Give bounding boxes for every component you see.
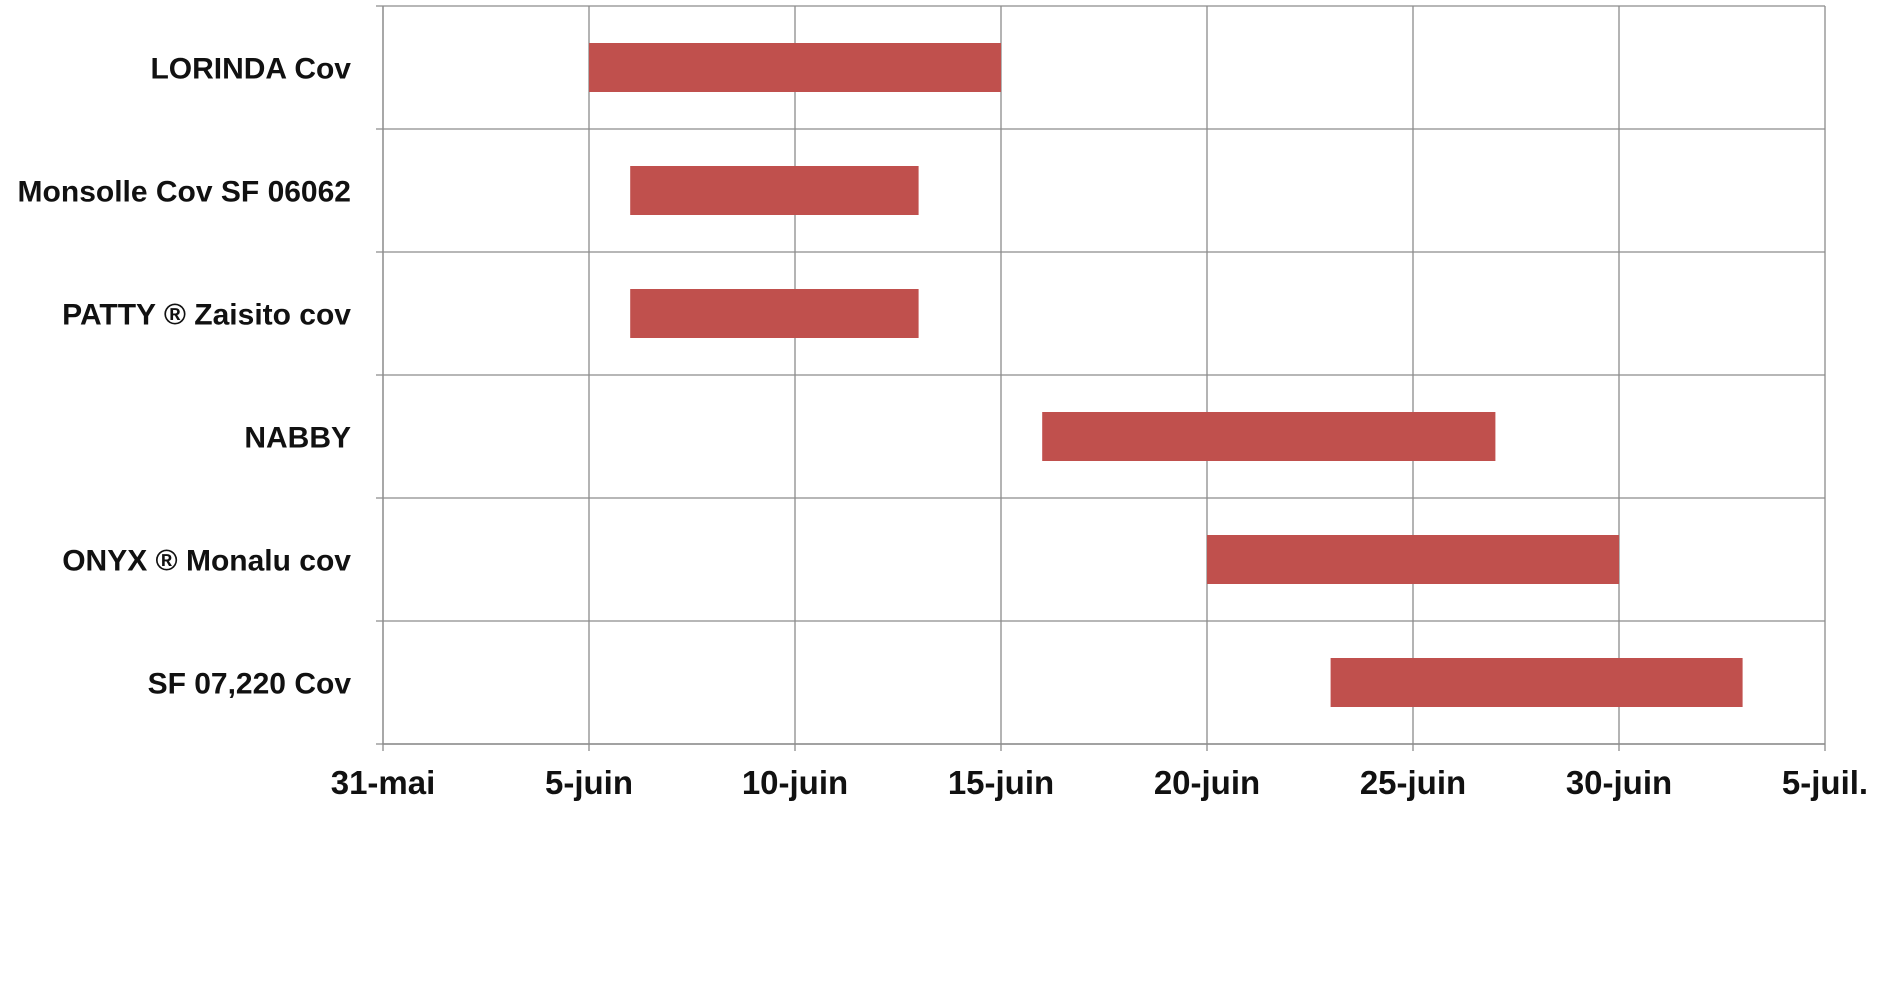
bar-layer: [589, 43, 1743, 707]
grid-layer: [376, 5, 1826, 745]
x-tick-label: 10-juin: [742, 764, 848, 801]
x-tick-label: 15-juin: [948, 764, 1054, 801]
range-bar: [1330, 658, 1743, 707]
category-label: NABBY: [244, 422, 351, 455]
range-bar: [589, 43, 1001, 92]
category-label: LORINDA Cov: [150, 53, 351, 86]
x-tick-label: 5-juin: [545, 764, 633, 801]
range-bar: [1207, 535, 1619, 584]
x-tick-label: 25-juin: [1360, 764, 1466, 801]
category-label: Monsolle Cov SF 06062: [18, 176, 351, 209]
x-tick-label: 31-mai: [331, 764, 436, 801]
category-label: SF 07,220 Cov: [148, 668, 352, 701]
range-bar: [1042, 412, 1496, 461]
x-tick-label: 30-juin: [1566, 764, 1672, 801]
x-tick-label: 5-juil.: [1782, 764, 1868, 801]
label-layer: 31-mai 5-juin 10-juin 15-juin 20-juin 25-juin…: [18, 53, 1869, 802]
range-bar: [630, 166, 919, 215]
category-label: ONYX ® Monalu cov: [62, 545, 351, 578]
axis-layer: [382, 6, 1826, 751]
x-tick-label: 20-juin: [1154, 764, 1260, 801]
range-bar: [630, 289, 919, 338]
category-label: PATTY ® Zaisito cov: [62, 299, 351, 332]
